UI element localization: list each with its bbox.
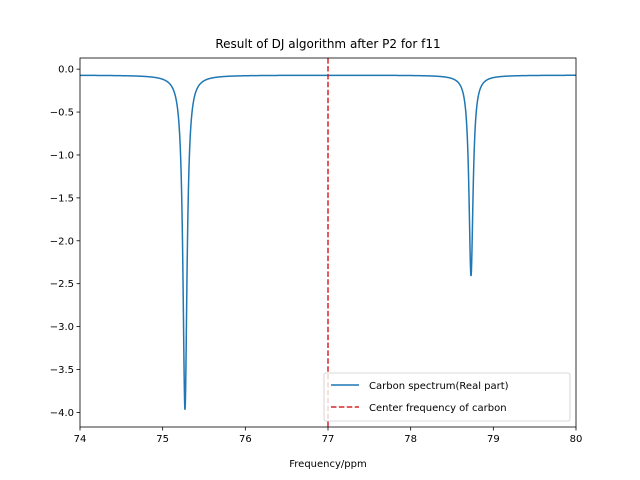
- y-tick-label: 0.0: [58, 65, 74, 76]
- y-tick-label: −4.0: [50, 408, 74, 419]
- y-tick-label: −3.0: [50, 322, 74, 333]
- chart-title: Result of DJ algorithm after P2 for f11: [215, 37, 440, 51]
- x-tick-label: 77: [322, 434, 335, 445]
- y-tick-label: −2.0: [50, 236, 74, 247]
- legend-label-carbon-spectrum: Carbon spectrum(Real part): [369, 381, 509, 392]
- x-axis: 74 75 76 77 78 79 80: [74, 427, 583, 445]
- y-tick-label: −2.5: [50, 279, 74, 290]
- x-tick-label: 75: [156, 434, 169, 445]
- plot-area: [80, 58, 576, 427]
- y-tick-label: −1.0: [50, 150, 74, 161]
- y-tick-label: −3.5: [50, 365, 74, 376]
- x-tick-label: 78: [404, 434, 417, 445]
- x-tick-label: 80: [570, 434, 583, 445]
- y-tick-label: −0.5: [50, 108, 74, 119]
- x-axis-label: Frequency/ppm: [289, 459, 366, 470]
- y-tick-label: −1.5: [50, 193, 74, 204]
- y-axis: 0.0 −0.5 −1.0 −1.5 −2.0 −2.5 −3.0 −3.5 −4.0: [50, 65, 80, 419]
- legend: Carbon spectrum(Real part) Center freque…: [323, 372, 571, 422]
- x-tick-label: 79: [487, 434, 500, 445]
- legend-box: [323, 372, 571, 422]
- x-tick-label: 76: [239, 434, 252, 445]
- legend-label-center-frequency: Center frequency of carbon: [369, 403, 507, 414]
- x-tick-label: 74: [74, 434, 87, 445]
